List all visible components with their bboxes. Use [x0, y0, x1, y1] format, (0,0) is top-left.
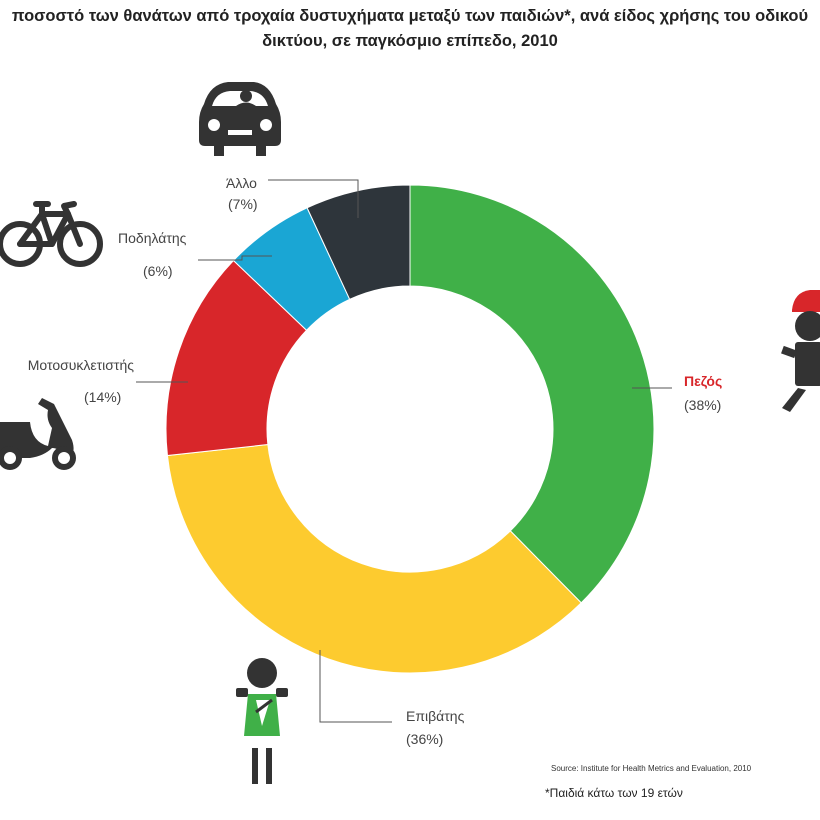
pedestrian-child-icon — [781, 290, 820, 412]
leader-lines — [136, 179, 672, 723]
bicycle-icon — [0, 201, 103, 267]
scooter-icon — [0, 398, 76, 470]
slice-passenger — [166, 443, 582, 674]
label-pedestrian: Πεζός — [684, 373, 722, 389]
value-label-passenger: (36%) — [406, 731, 443, 747]
value-label-cyclist: (6%) — [143, 263, 173, 279]
value-label-other: (7%) — [228, 196, 258, 212]
leader-line-other — [268, 179, 359, 218]
chart-title: ποσοστό των θανάτων από τροχαία δυστυχήμ… — [0, 4, 820, 54]
footnote: *Παιδιά κάτω των 19 ετών — [545, 786, 683, 800]
value-label-motorcyclist: (14%) — [84, 389, 121, 405]
label-passenger: Επιβάτης — [406, 708, 465, 724]
chart-title-line-1: ποσοστό των θανάτων από τροχαία δυστυχήμ… — [11, 7, 809, 25]
car-icon — [199, 82, 281, 156]
value-label-pedestrian: (38%) — [684, 397, 721, 413]
leader-line-passenger — [319, 650, 392, 723]
donut-slices — [165, 184, 655, 674]
slice-pedestrian — [409, 184, 655, 604]
passenger-child-icon — [236, 658, 288, 784]
chart-title-line-2: δικτύου, σε παγκόσμιο επίπεδο, 2010 — [262, 32, 558, 50]
label-cyclist: Ποδηλάτης — [118, 230, 187, 246]
label-other: Άλλο — [226, 175, 257, 191]
leader-line-cyclist — [198, 255, 272, 261]
source-note: Source: Institute for Health Metrics and… — [551, 764, 752, 773]
slice-other — [306, 184, 411, 301]
label-motorcyclist: Μοτοσυκλετιστής — [28, 357, 135, 373]
